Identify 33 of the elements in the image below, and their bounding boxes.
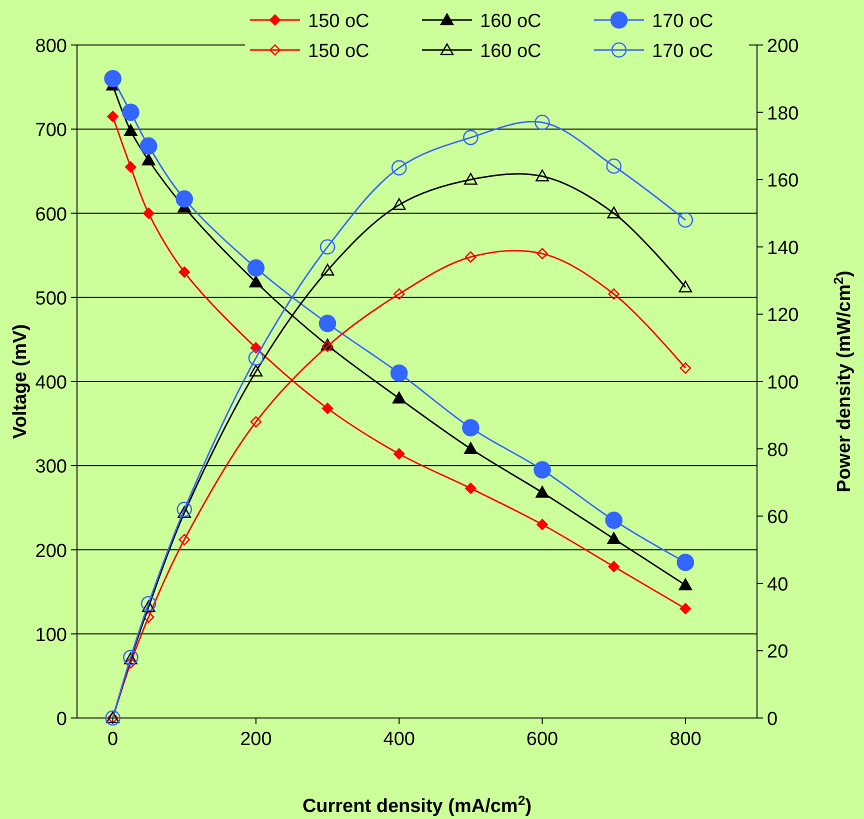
y-tick-label: 400 <box>35 372 67 394</box>
x-axis-title: Current density (mA/cm$^{2}$) <box>302 792 532 817</box>
y2-tick-label: 160 <box>767 170 799 192</box>
y-tick-label: 200 <box>35 540 67 562</box>
y-tick-label: 0 <box>56 709 67 730</box>
y2-tick-label: 80 <box>767 440 788 461</box>
legend-label: 170 oC <box>652 11 714 32</box>
y2-tick-label: 0 <box>767 709 778 730</box>
y2-tick-label: 40 <box>767 574 788 596</box>
y2-tick-label: 20 <box>767 642 788 663</box>
legend-label: 160 oC <box>480 41 542 62</box>
x-tick-label: 200 <box>240 729 272 750</box>
y-tick-label: 800 <box>35 36 67 57</box>
y2-tick-label: 180 <box>767 103 799 124</box>
y-axis-title: Voltage (mV) <box>10 324 31 439</box>
y-tick-label: 700 <box>35 120 67 142</box>
y2-tick-label: 100 <box>767 372 799 394</box>
y2-tick-label: 140 <box>767 238 799 259</box>
y-tick-label: 300 <box>35 456 67 478</box>
x-tick-label: 0 <box>108 729 118 750</box>
y2-tick-label: 60 <box>767 507 788 528</box>
y-tick-label: 500 <box>35 288 67 310</box>
x-tick-label: 400 <box>383 729 415 750</box>
y-tick-label: 600 <box>35 204 67 226</box>
legend-label: 150 oC <box>308 41 370 62</box>
legend-label: 170 oC <box>652 41 714 62</box>
x-tick-label: 800 <box>670 729 702 750</box>
x-tick-label: 600 <box>526 729 558 750</box>
y2-tick-label: 120 <box>767 305 799 326</box>
legend-label: 160 oC <box>480 11 542 32</box>
y2-tick-label: 200 <box>767 36 799 57</box>
y-tick-label: 100 <box>35 624 67 646</box>
legend-label: 150 oC <box>308 11 370 32</box>
